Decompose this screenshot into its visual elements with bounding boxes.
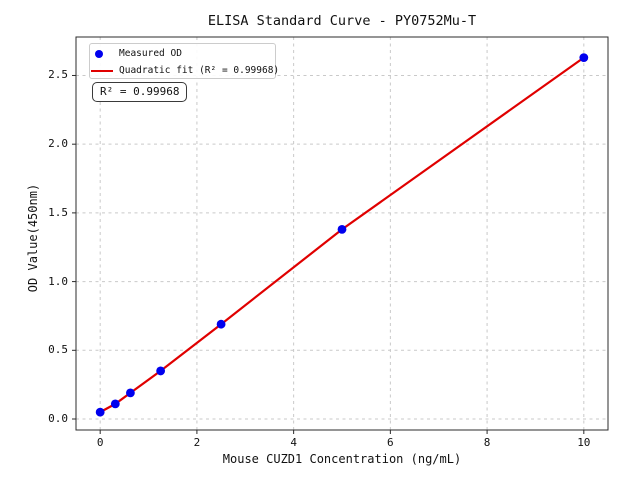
data-point [156, 366, 166, 376]
y-tick-label: 1.5 [48, 205, 68, 219]
legend-item-measured-od: Measured OD [90, 47, 267, 61]
legend-label-quadratic-fit: Quadratic fit (R² = 0.99968) [119, 65, 280, 76]
x-tick-label: 0 [96, 436, 104, 449]
chart-title: ELISA Standard Curve - PY0752Mu-T [207, 13, 477, 29]
legend: Measured OD Quadratic fit (R² = 0.99968) [89, 43, 279, 79]
data-point [126, 388, 135, 398]
x-axis-label: Mouse CUZD1 Concentration (ng/mL) [222, 452, 462, 466]
data-point [337, 224, 347, 234]
r-squared-annotation: R² = 0.99968 [92, 82, 188, 102]
fit-line-marker-icon [91, 70, 113, 72]
x-tick-label: 2 [193, 436, 201, 449]
scatter-marker-icon [95, 50, 103, 58]
y-tick-label: 2.5 [48, 68, 68, 82]
y-tick-label: 0.0 [48, 412, 68, 425]
legend-item-quadratic-fit: Quadratic fit (R² = 0.99968) [90, 64, 279, 78]
plot-border [75, 36, 609, 431]
x-tick-label: 8 [483, 436, 491, 449]
y-tick-label: 2.0 [48, 137, 68, 151]
x-tick-label: 6 [387, 436, 394, 449]
data-point [110, 399, 120, 409]
x-tick-label: 10 [577, 436, 591, 449]
data-point [95, 407, 105, 417]
legend-label-measured-od: Measured OD [119, 48, 182, 59]
quadratic-fit-line [99, 56, 585, 414]
data-point [216, 319, 226, 329]
y-tick-label: 0.5 [48, 343, 68, 357]
y-tick-label: 1.0 [48, 274, 68, 288]
data-point [579, 53, 589, 63]
x-tick-label: 4 [290, 436, 297, 449]
